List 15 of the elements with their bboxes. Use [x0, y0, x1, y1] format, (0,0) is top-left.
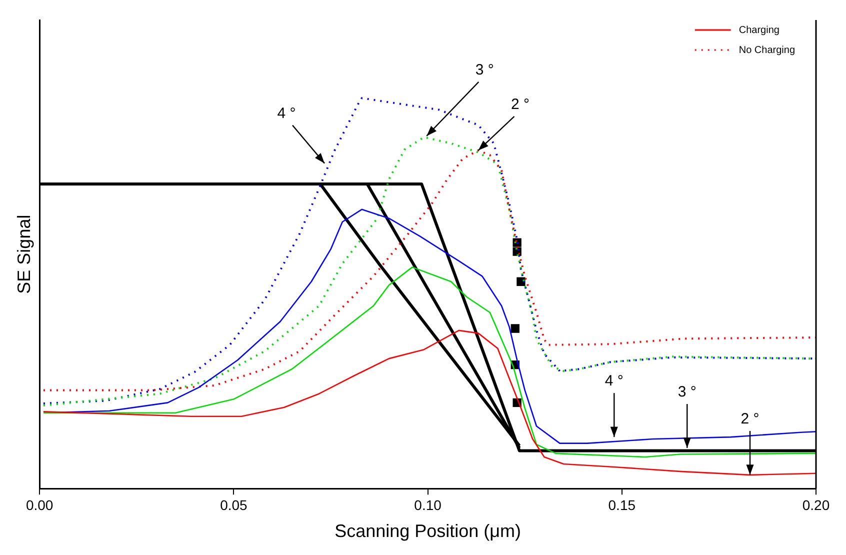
legend-label: No Charging — [738, 44, 796, 56]
x-axis-title: Scanning Position (μm) — [334, 521, 522, 542]
annotation: 4 ° — [277, 104, 296, 122]
annotation: 4 ° — [604, 372, 624, 390]
y-axis-title: SE Signal — [14, 214, 34, 294]
x-tick-label: 0.10 — [414, 496, 442, 513]
x-tick-label: 0.05 — [220, 496, 248, 513]
annotation: 2 ° — [511, 96, 530, 114]
annotation: 2 ° — [740, 410, 760, 428]
annotation: 3 ° — [678, 384, 696, 401]
x-tick-label: 0.20 — [802, 496, 830, 513]
x-tick-label: 0.15 — [608, 496, 636, 513]
annotation: 3 ° — [475, 62, 494, 79]
legend-label: Charging — [738, 24, 780, 36]
x-tick-label: 0.00 — [26, 496, 54, 513]
